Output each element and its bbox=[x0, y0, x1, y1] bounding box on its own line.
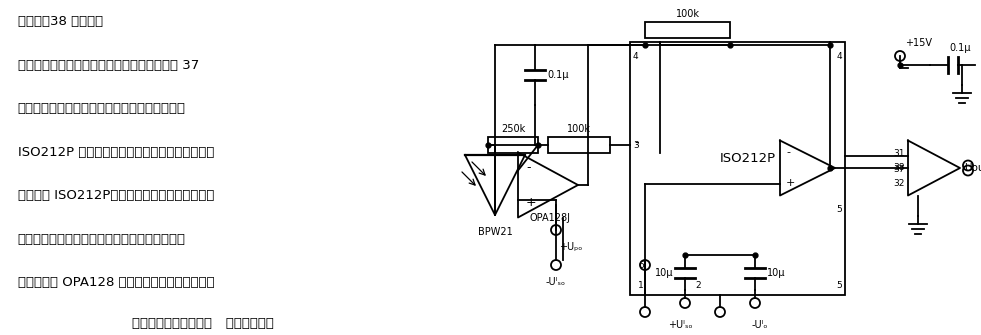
Text: Uout: Uout bbox=[964, 163, 981, 173]
Text: ISO212P: ISO212P bbox=[719, 152, 776, 165]
Text: -Uᴵₒ: -Uᴵₒ bbox=[751, 320, 768, 330]
Text: -: - bbox=[526, 161, 531, 174]
Text: +: + bbox=[526, 196, 537, 209]
Text: 250k: 250k bbox=[501, 124, 525, 134]
Text: 0.1µ: 0.1µ bbox=[547, 70, 569, 80]
Text: 10µ: 10µ bbox=[767, 268, 786, 277]
Text: OPA128J: OPA128J bbox=[530, 213, 571, 223]
Text: 电压。要得到正电压可将两个输出端对调，即 37: 电压。要得到正电压可将两个输出端对调，即 37 bbox=[18, 59, 199, 72]
Text: 6: 6 bbox=[638, 261, 644, 270]
Text: 4: 4 bbox=[837, 52, 842, 61]
Text: 2: 2 bbox=[695, 281, 700, 290]
Text: 32: 32 bbox=[894, 179, 905, 188]
Bar bbox=[645, 22, 730, 38]
Text: +15V: +15V bbox=[905, 38, 932, 48]
Text: 1: 1 bbox=[638, 281, 644, 290]
Text: 离放大器 ISO212P，组成光电检测隔离放大器。: 离放大器 ISO212P，组成光电检测隔离放大器。 bbox=[18, 189, 214, 202]
Bar bbox=[548, 137, 610, 153]
Text: 0.1µ: 0.1µ bbox=[950, 43, 971, 53]
Text: +Uₚₒ: +Uₚₒ bbox=[559, 242, 583, 252]
Text: +Uᴵₛₒ: +Uᴵₛₒ bbox=[668, 320, 693, 330]
Text: 脚输出，38 脚接地。: 脚输出，38 脚接地。 bbox=[18, 15, 103, 28]
Text: 级接成反相器，故有光时输出与光强成比例的负: 级接成反相器，故有光时输出与光强成比例的负 bbox=[18, 102, 185, 115]
Text: 100k: 100k bbox=[567, 124, 591, 134]
Text: ISO212P 为变压器耦合隔离放大器，图中其输入: ISO212P 为变压器耦合隔离放大器，图中其输入 bbox=[18, 146, 214, 159]
Text: -: - bbox=[786, 147, 790, 157]
Text: 10µ: 10µ bbox=[654, 268, 673, 277]
Text: 光电二极管隔离放大器   利用静电计级: 光电二极管隔离放大器 利用静电计级 bbox=[132, 317, 275, 330]
Text: -: - bbox=[634, 136, 639, 149]
Bar bbox=[488, 137, 538, 153]
Text: 31: 31 bbox=[894, 148, 905, 157]
Text: 5: 5 bbox=[836, 205, 842, 214]
Text: 38: 38 bbox=[894, 162, 905, 172]
Text: 5: 5 bbox=[836, 281, 842, 290]
Text: 3: 3 bbox=[633, 140, 639, 149]
Text: BPW21: BPW21 bbox=[478, 227, 512, 237]
Text: -Uᴵₛₒ: -Uᴵₛₒ bbox=[546, 277, 566, 287]
Bar bbox=[630, 42, 845, 295]
Text: 高阻抗运放 OPA128 与光电二极管，可以组成性: 高阻抗运放 OPA128 与光电二极管，可以组成性 bbox=[18, 276, 214, 289]
Text: 4: 4 bbox=[633, 52, 639, 61]
Text: 37: 37 bbox=[894, 164, 905, 174]
Text: +: + bbox=[786, 179, 796, 189]
Text: 能极佳的光检测电路。将检测到的光信号送入隔: 能极佳的光检测电路。将检测到的光信号送入隔 bbox=[18, 233, 185, 246]
Text: 100k: 100k bbox=[676, 9, 699, 19]
